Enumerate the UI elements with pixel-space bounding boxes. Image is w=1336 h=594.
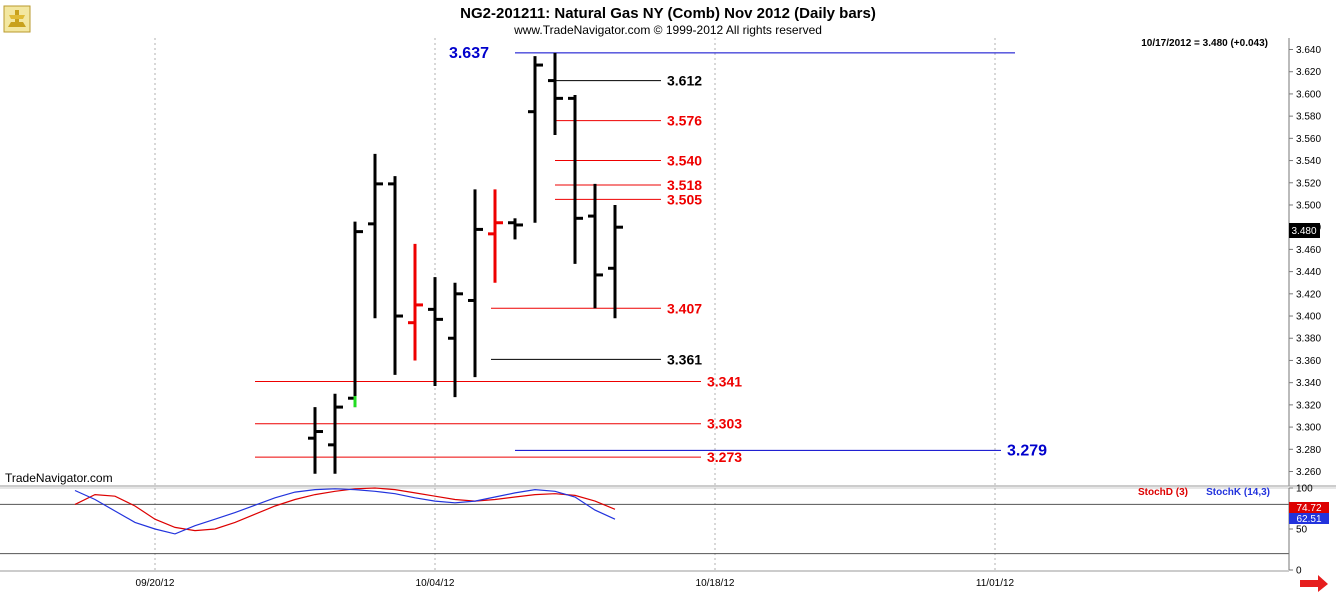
x-tick-label: 10/18/12 [696, 578, 735, 589]
ohlc-bar [368, 153, 383, 319]
ohlc-bar [428, 277, 443, 386]
ohlc-bar [388, 176, 403, 375]
stoch-d-value: 74.72 [1296, 503, 1321, 514]
level-label: 3.273 [707, 449, 742, 465]
y-tick-label: 3.300 [1296, 423, 1321, 434]
date-axis: 09/20/12 10/04/12 10/18/12 11/01/12 [0, 570, 1289, 589]
last-price-tag-label: 3.480 [1291, 226, 1316, 237]
level-label: 3.612 [667, 73, 702, 89]
level-label: 3.505 [667, 191, 702, 207]
stoch-d-line [74, 487, 616, 532]
ohlc-bar [408, 243, 423, 361]
stoch-k-value-tag [1289, 513, 1329, 524]
price-quote: 10/17/2012 = 3.480 (+0.043) [1141, 38, 1268, 49]
y-tick-label: 3.360 [1296, 356, 1321, 367]
stoch-k-line [74, 488, 616, 535]
y-tick-label: 3.560 [1296, 134, 1321, 145]
logo-icon [3, 5, 31, 33]
scroll-right-arrow-icon[interactable] [1300, 575, 1328, 592]
y-tick-label: 3.620 [1296, 67, 1321, 78]
y-tick-label: 3.460 [1296, 245, 1321, 256]
level-label: 3.303 [707, 416, 742, 432]
y-tick-label: 3.500 [1296, 200, 1321, 211]
ohlc-bar [308, 407, 323, 474]
ohlc-bar [588, 183, 603, 309]
stoch-tick-label: 50 [1296, 525, 1308, 536]
level-label: 3.637 [449, 45, 489, 62]
ohlc-bar [508, 218, 523, 240]
y-tick-label: 3.540 [1296, 156, 1321, 167]
stochastic-lines [74, 487, 616, 535]
y-tick-label: 3.600 [1296, 89, 1321, 100]
ohlc-bars [308, 52, 623, 474]
ohlc-bar [528, 56, 543, 223]
ohlc-bar [328, 393, 343, 474]
y-tick-label: 3.640 [1296, 45, 1321, 56]
level-label: 3.576 [667, 113, 702, 129]
stoch-tick-label: 0 [1296, 566, 1302, 577]
chart-title: NG2-201211: Natural Gas NY (Comb) Nov 20… [460, 5, 876, 22]
y-tick-label: 3.440 [1296, 267, 1321, 278]
y-tick-label: 3.280 [1296, 445, 1321, 456]
last-price-tag [1289, 223, 1320, 238]
level-label: 3.518 [667, 177, 702, 193]
price-axis: 3.260 3.280 3.300 3.320 3.340 3.360 3.380 3.400… [1288, 38, 1321, 486]
chart-subtitle: www.TradeNavigator.com © 1999-2012 All r… [513, 23, 822, 37]
stoch-tick-label: 100 [1296, 484, 1313, 495]
level-label: 3.279 [1007, 442, 1047, 459]
ohlc-bar [448, 282, 463, 398]
ohlc-bar [568, 95, 583, 264]
x-tick-label: 09/20/12 [136, 578, 175, 589]
level-label: 3.407 [667, 300, 702, 316]
ohlc-bar [548, 52, 563, 136]
y-tick-label: 3.520 [1296, 178, 1321, 189]
y-tick-label: 3.400 [1296, 312, 1321, 323]
ohlc-bar [488, 189, 503, 283]
ohlc-bar [468, 189, 483, 378]
stoch-k-legend: StochK (14,3) [1206, 487, 1270, 498]
level-label: 3.540 [667, 153, 702, 169]
x-tick-label: 11/01/12 [976, 578, 1015, 589]
y-tick-label: 3.340 [1296, 378, 1321, 389]
y-tick-label: 3.580 [1296, 112, 1321, 123]
stochastic-panel: StochD (3) StochK (14,3) 0 50 100 74.72 62… [0, 484, 1329, 577]
level-label: 3.341 [707, 374, 742, 390]
x-tick-label: 10/04/12 [416, 578, 455, 589]
stoch-k-value: 62.51 [1296, 514, 1321, 525]
ohlc-bar [608, 204, 623, 319]
stochastic-grid [0, 488, 1289, 570]
y-tick-label: 3.380 [1296, 334, 1321, 345]
stoch-d-legend: StochD (3) [1138, 487, 1188, 498]
watermark-text: TradeNavigator.com [5, 471, 113, 485]
y-tick-label: 3.260 [1296, 467, 1321, 478]
stoch-d-value-tag [1289, 502, 1329, 513]
y-tick-label: 3.420 [1296, 289, 1321, 300]
level-label: 3.361 [667, 351, 702, 367]
y-tick-label: 3.320 [1296, 400, 1321, 411]
